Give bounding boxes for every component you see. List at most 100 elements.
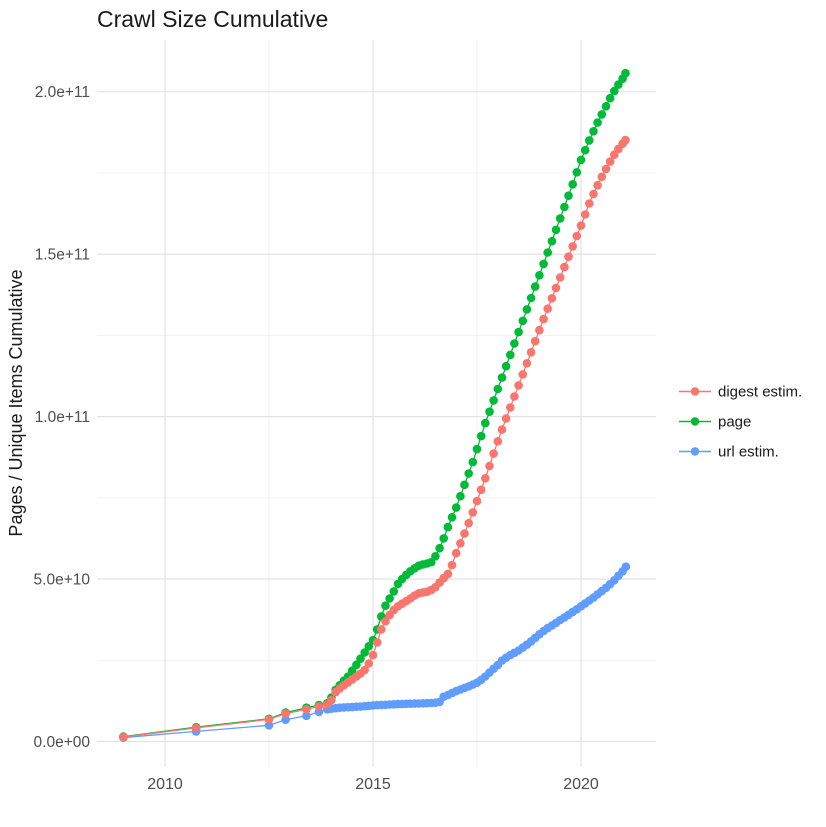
data-point xyxy=(352,660,361,670)
y-tick-label: 1.5e+11 xyxy=(35,247,90,264)
data-point xyxy=(360,648,370,657)
data-point xyxy=(510,339,519,348)
data-point xyxy=(543,304,552,314)
data-point xyxy=(493,437,503,446)
data-point xyxy=(522,305,532,314)
data-point xyxy=(468,457,478,467)
data-point xyxy=(514,381,523,390)
data-point xyxy=(543,248,552,257)
legend-key-point xyxy=(690,387,700,396)
series-digest-estim xyxy=(119,135,630,742)
legend-label: page xyxy=(718,414,751,431)
legend: digest estim. page url estim. xyxy=(679,384,802,461)
data-point xyxy=(547,236,557,246)
y-tick-label: 0.0e+00 xyxy=(34,734,91,751)
data-point xyxy=(560,202,569,212)
data-point xyxy=(302,711,311,721)
data-point xyxy=(327,695,336,705)
data-point xyxy=(447,513,457,522)
data-point xyxy=(555,214,565,223)
data-point xyxy=(568,242,577,251)
data-point xyxy=(526,293,536,303)
data-point xyxy=(447,560,457,570)
data-point xyxy=(468,508,478,517)
data-point xyxy=(281,715,290,724)
data-point xyxy=(472,496,482,506)
data-point xyxy=(506,403,515,412)
data-point xyxy=(501,361,511,371)
data-point xyxy=(485,461,494,471)
data-point xyxy=(443,522,453,532)
data-point xyxy=(481,474,490,483)
data-point xyxy=(560,262,569,272)
data-point xyxy=(314,702,324,711)
data-point xyxy=(372,638,382,647)
data-point xyxy=(364,642,374,651)
data-point xyxy=(476,485,486,495)
data-point xyxy=(451,548,461,558)
data-point xyxy=(564,191,573,200)
data-point xyxy=(191,723,201,733)
data-point xyxy=(593,181,602,190)
data-point xyxy=(501,414,511,423)
data-point xyxy=(593,118,602,127)
data-point xyxy=(489,396,498,405)
x-axis-tick-labels: 2010 2015 2020 xyxy=(147,776,599,793)
data-point xyxy=(481,418,490,428)
data-point xyxy=(585,199,594,208)
y-tick-label: 5.0e+10 xyxy=(34,572,91,589)
data-point xyxy=(385,594,394,603)
grid-minor-lines xyxy=(97,40,656,767)
data-point xyxy=(621,68,630,78)
data-point xyxy=(580,210,590,219)
grid-major-lines xyxy=(97,40,656,767)
data-point xyxy=(364,659,374,668)
data-point xyxy=(597,110,607,119)
data-point xyxy=(510,392,519,401)
data-point xyxy=(377,625,386,634)
y-tick-label: 2.0e+11 xyxy=(35,84,90,101)
data-point xyxy=(485,407,494,417)
data-point xyxy=(601,102,611,111)
data-point xyxy=(605,93,615,103)
data-point xyxy=(460,480,469,490)
data-point xyxy=(356,654,365,663)
data-point xyxy=(589,189,598,199)
data-point xyxy=(530,336,540,346)
data-point xyxy=(522,359,532,368)
data-point xyxy=(551,225,561,235)
data-point xyxy=(119,732,128,742)
legend-item-page: page xyxy=(679,414,751,431)
x-tick-label: 2015 xyxy=(355,776,391,793)
data-point xyxy=(476,431,486,441)
data-point xyxy=(526,348,536,357)
data-point xyxy=(389,587,399,596)
data-point xyxy=(368,650,378,660)
data-series-layer xyxy=(119,68,631,742)
data-point xyxy=(621,562,631,571)
data-point xyxy=(360,665,370,675)
data-point xyxy=(456,539,465,548)
legend-label: digest estim. xyxy=(718,384,802,401)
data-point xyxy=(539,314,548,324)
data-point xyxy=(597,172,607,182)
data-point xyxy=(439,534,449,543)
data-point xyxy=(547,294,557,303)
series-url-estim xyxy=(119,562,631,742)
series-line-digest-estim xyxy=(123,139,627,738)
data-point xyxy=(431,552,440,561)
data-point xyxy=(264,715,274,724)
data-point xyxy=(551,283,561,293)
data-point xyxy=(555,273,565,282)
data-point xyxy=(493,384,503,394)
data-point xyxy=(464,518,474,528)
data-point xyxy=(610,86,619,96)
x-tick-label: 2010 xyxy=(147,776,183,793)
legend-label: url estim. xyxy=(718,444,779,461)
data-point xyxy=(451,503,461,512)
chart-title: Crawl Size Cumulative xyxy=(97,6,328,32)
data-point xyxy=(568,180,577,189)
data-point xyxy=(443,569,453,579)
data-point xyxy=(572,168,582,177)
